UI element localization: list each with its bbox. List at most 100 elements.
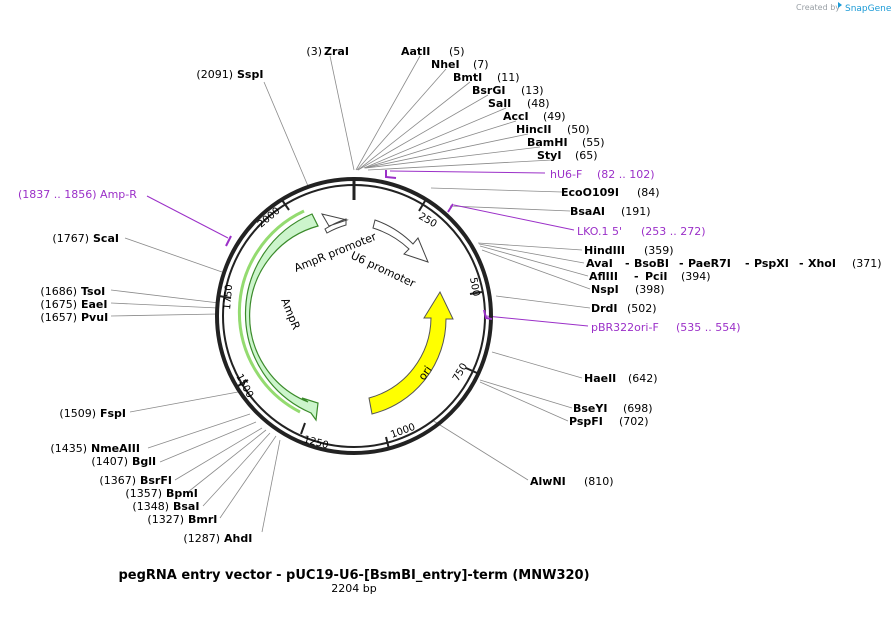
site-pos: (502) xyxy=(627,302,657,315)
site-name[interactable]: PspFI xyxy=(569,415,603,428)
site-name[interactable]: NheI xyxy=(431,58,460,71)
site-pos: (1435) xyxy=(50,442,87,455)
site-name[interactable]: SalI xyxy=(488,97,511,110)
site-name[interactable]: HaeII xyxy=(584,372,616,385)
tick-label: 1750 xyxy=(222,284,235,310)
site-pos: (1367) xyxy=(99,474,136,487)
site-name[interactable]: PspXI xyxy=(754,257,789,270)
leader-lines xyxy=(110,55,591,533)
site-name[interactable]: PaeR7I xyxy=(688,257,731,270)
site-separator: - xyxy=(625,257,630,270)
site-name[interactable]: SspI xyxy=(237,68,263,81)
site-name[interactable]: FspI xyxy=(100,407,126,420)
site-pos: (371) xyxy=(852,257,882,270)
site-name[interactable]: BglI xyxy=(132,455,156,468)
site-name[interactable]: AlwNI xyxy=(530,475,566,488)
primer-markers xyxy=(225,170,493,320)
amp-r-primer-label[interactable]: (1837 .. 1856) Amp-R xyxy=(18,188,137,201)
site-name[interactable]: HindIII xyxy=(584,244,625,257)
ampr-highlight xyxy=(237,209,305,414)
site-separator: - xyxy=(679,257,684,270)
site-pos: (1348) xyxy=(132,500,169,513)
site-pos: (1357) xyxy=(125,487,162,500)
site-pos: (359) xyxy=(644,244,674,257)
site-name[interactable]: NspI xyxy=(591,283,619,296)
site-name[interactable]: BsrGI xyxy=(472,84,505,97)
site-name[interactable]: HincII xyxy=(516,123,552,136)
site-name[interactable]: DrdI xyxy=(591,302,618,315)
site-pos: (13) xyxy=(521,84,544,97)
site-pos: (1287) xyxy=(183,532,220,545)
site-name[interactable]: BsrFI xyxy=(140,474,172,487)
site-pos: (698) xyxy=(623,402,653,415)
site-pos: (1686) xyxy=(40,285,77,298)
primer-labels: hU6-F (82 .. 102) LKO.1 5' (253 .. 272) … xyxy=(18,168,741,334)
site-name[interactable]: BmtI xyxy=(453,71,482,84)
primer-name[interactable]: LKO.1 5' xyxy=(577,225,622,238)
site-name[interactable]: BmrI xyxy=(188,513,217,526)
primer-name[interactable]: hU6-F xyxy=(550,168,582,181)
site-name[interactable]: StyI xyxy=(537,149,561,162)
site-pos: (2091) xyxy=(196,68,233,81)
site-separator: - xyxy=(799,257,804,270)
site-name[interactable]: EaeI xyxy=(81,298,108,311)
ampr-promoter-arrow[interactable] xyxy=(320,213,349,234)
site-name[interactable]: ZraI xyxy=(324,45,349,58)
site-pos: (1509) xyxy=(59,407,96,420)
site-name[interactable]: TsoI xyxy=(81,285,105,298)
plasmid-title: pegRNA entry vector - pUC19-U6-[BsmBI_en… xyxy=(118,568,589,583)
plasmid-length: 2204 bp xyxy=(331,582,376,595)
site-pos: (7) xyxy=(473,58,489,71)
site-pos: (1407) xyxy=(91,455,128,468)
site-pos: (65) xyxy=(575,149,598,162)
primer-range: (82 .. 102) xyxy=(597,168,655,181)
site-pos: (50) xyxy=(567,123,590,136)
site-name[interactable]: BamHI xyxy=(527,136,568,149)
primer-name[interactable]: pBR322ori-F xyxy=(591,321,659,334)
site-pos: (84) xyxy=(637,186,660,199)
created-by-text: Created by xyxy=(796,3,840,12)
site-pos: (398) xyxy=(635,283,665,296)
site-pos: (1657) xyxy=(40,311,77,324)
site-pos: (55) xyxy=(582,136,605,149)
site-name[interactable]: AvaI xyxy=(586,257,613,270)
site-name[interactable]: BpmI xyxy=(166,487,198,500)
site-separator: - xyxy=(634,270,639,283)
site-name[interactable]: AatII xyxy=(401,45,430,58)
site-name[interactable]: BseYI xyxy=(573,402,607,415)
site-name[interactable]: PvuI xyxy=(81,311,108,324)
site-name[interactable]: AhdI xyxy=(224,532,252,545)
site-pos: (5) xyxy=(449,45,465,58)
site-name[interactable]: BsaAI xyxy=(570,205,605,218)
site-name[interactable]: NmeAIII xyxy=(91,442,140,455)
tick-marks xyxy=(218,199,483,450)
site-name[interactable]: EcoO109I xyxy=(561,186,619,199)
site-name[interactable]: XhoI xyxy=(808,257,836,270)
site-name[interactable]: BsaI xyxy=(173,500,199,513)
tick-label: 500 xyxy=(467,277,481,298)
site-name[interactable]: PciI xyxy=(645,270,667,283)
site-pos: (191) xyxy=(621,205,651,218)
site-pos: (642) xyxy=(628,372,658,385)
site-pos: (3) xyxy=(306,45,322,58)
primer-range: (253 .. 272) xyxy=(641,225,706,238)
site-pos: (394) xyxy=(681,270,711,283)
site-separator: - xyxy=(745,257,750,270)
site-pos: (49) xyxy=(543,110,566,123)
snapgene-brand: SnapGene xyxy=(845,4,892,14)
ampr-label: AmpR xyxy=(278,296,302,332)
site-pos: (1767) xyxy=(52,232,89,245)
site-name[interactable]: BsoBI xyxy=(634,257,669,270)
site-pos: (48) xyxy=(527,97,550,110)
ampr-feature-arrow[interactable] xyxy=(244,213,319,422)
site-pos: (810) xyxy=(584,475,614,488)
u6-promoter-arrow[interactable] xyxy=(372,219,429,263)
ori-feature-arrow[interactable] xyxy=(368,290,454,415)
primer-range: (535 .. 554) xyxy=(676,321,741,334)
site-name[interactable]: AflIII xyxy=(589,270,618,283)
site-pos: (1675) xyxy=(40,298,77,311)
site-name[interactable]: AccI xyxy=(503,110,529,123)
site-pos: (11) xyxy=(497,71,520,84)
site-name[interactable]: ScaI xyxy=(93,232,119,245)
